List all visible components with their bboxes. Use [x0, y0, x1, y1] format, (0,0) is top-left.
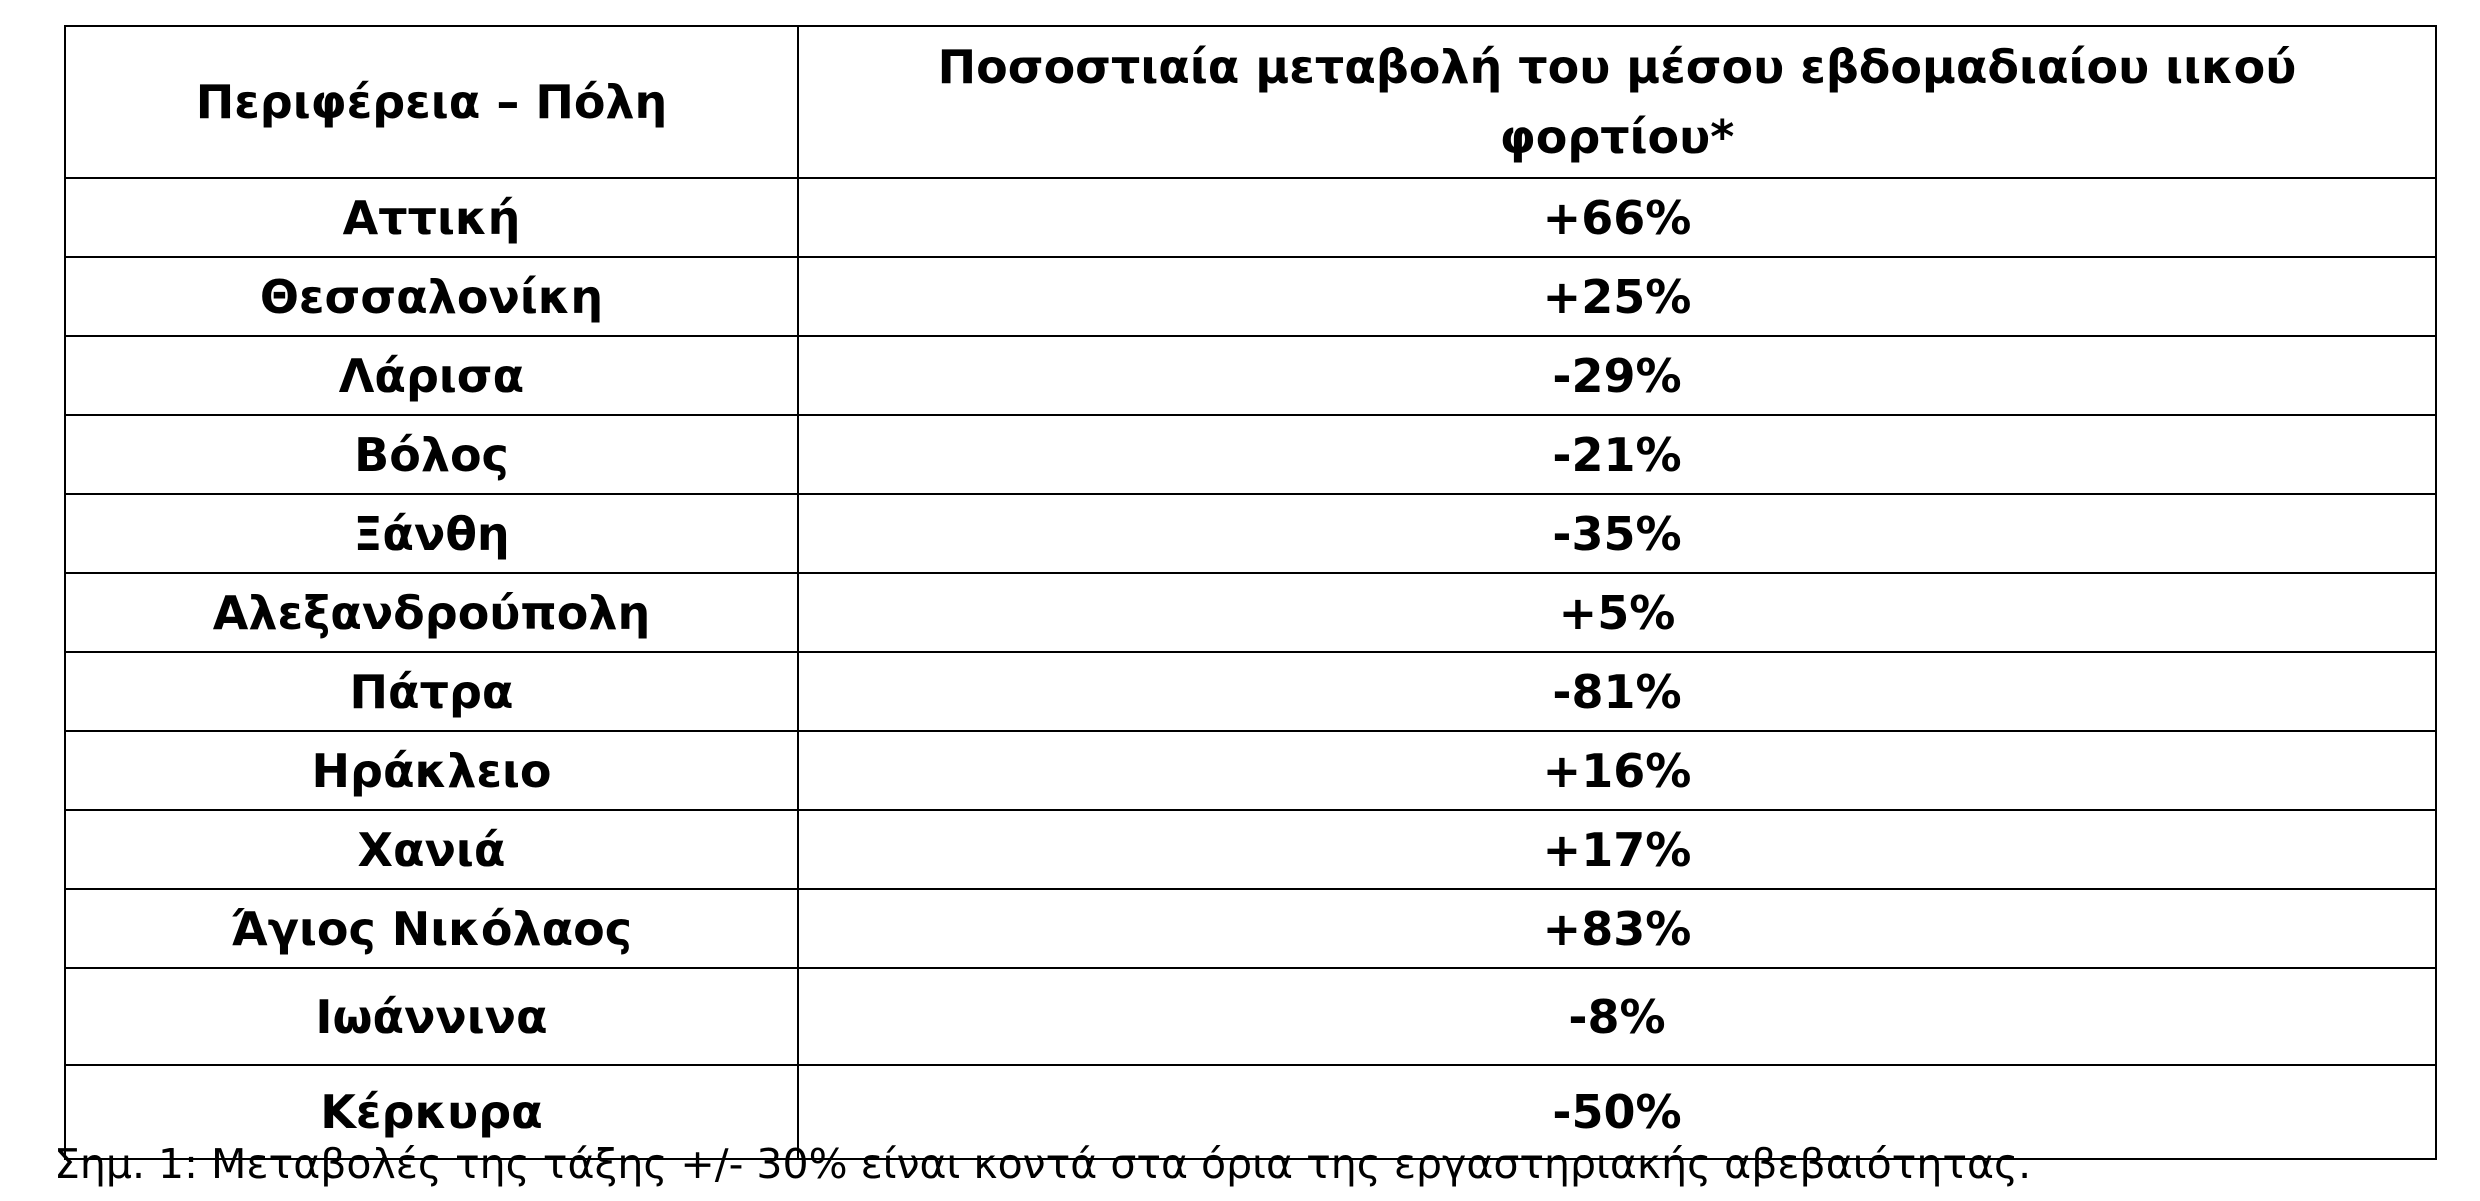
city-cell: Πάτρα — [64, 651, 799, 732]
header-cell: Ποσοστιαία μεταβολή του μέσου εβδομαδιαί… — [797, 25, 2437, 179]
table-row: Αττική +66% — [64, 177, 2437, 258]
header-row: Περιφέρεια – Πόλη Ποσοστιαία μεταβολή το… — [64, 25, 2437, 179]
city-cell: Λάρισα — [64, 335, 799, 416]
table-row: Λάρισα -29% — [64, 335, 2437, 416]
table-row: Χανιά +17% — [64, 809, 2437, 890]
change-cell: -35% — [797, 493, 2437, 574]
change-cell: -21% — [797, 414, 2437, 495]
change-cell: -50% — [797, 1064, 2437, 1160]
change-cell: +25% — [797, 256, 2437, 337]
city-cell: Βόλος — [64, 414, 799, 495]
footnote: Σημ. 1: Μεταβολές της τάξης +/- 30% είνα… — [54, 1140, 2032, 1188]
change-cell: +17% — [797, 809, 2437, 890]
table-row: Πάτρα -81% — [64, 651, 2437, 732]
city-cell: Κέρκυρα — [64, 1064, 799, 1160]
change-cell: +66% — [797, 177, 2437, 258]
table-row: Ηράκλειο +16% — [64, 730, 2437, 811]
change-cell: +5% — [797, 572, 2437, 653]
table-row: Άγιος Νικόλαος +83% — [64, 888, 2437, 969]
city-cell: Ιωάννινα — [64, 967, 799, 1066]
city-cell: Άγιος Νικόλαος — [64, 888, 799, 969]
table-row: Θεσσαλονίκη +25% — [64, 256, 2437, 337]
city-cell: Αττική — [64, 177, 799, 258]
city-cell: Θεσσαλονίκη — [64, 256, 799, 337]
city-cell: Αλεξανδρούπολη — [64, 572, 799, 653]
change-cell: -29% — [797, 335, 2437, 416]
city-cell: Χανιά — [64, 809, 799, 890]
data-table: Περιφέρεια – Πόλη Ποσοστιαία μεταβολή το… — [64, 25, 2437, 1160]
table-row: Ιωάννινα -8% — [64, 967, 2437, 1066]
change-cell: +83% — [797, 888, 2437, 969]
table-row: Βόλος -21% — [64, 414, 2437, 495]
header-cell: Περιφέρεια – Πόλη — [64, 25, 799, 179]
city-cell: Ξάνθη — [64, 493, 799, 574]
change-cell: +16% — [797, 730, 2437, 811]
change-cell: -81% — [797, 651, 2437, 732]
change-cell: -8% — [797, 967, 2437, 1066]
table-row: Ξάνθη -35% — [64, 493, 2437, 574]
city-cell: Ηράκλειο — [64, 730, 799, 811]
table-row: Κέρκυρα -50% — [64, 1064, 2437, 1160]
table-row: Αλεξανδρούπολη +5% — [64, 572, 2437, 653]
